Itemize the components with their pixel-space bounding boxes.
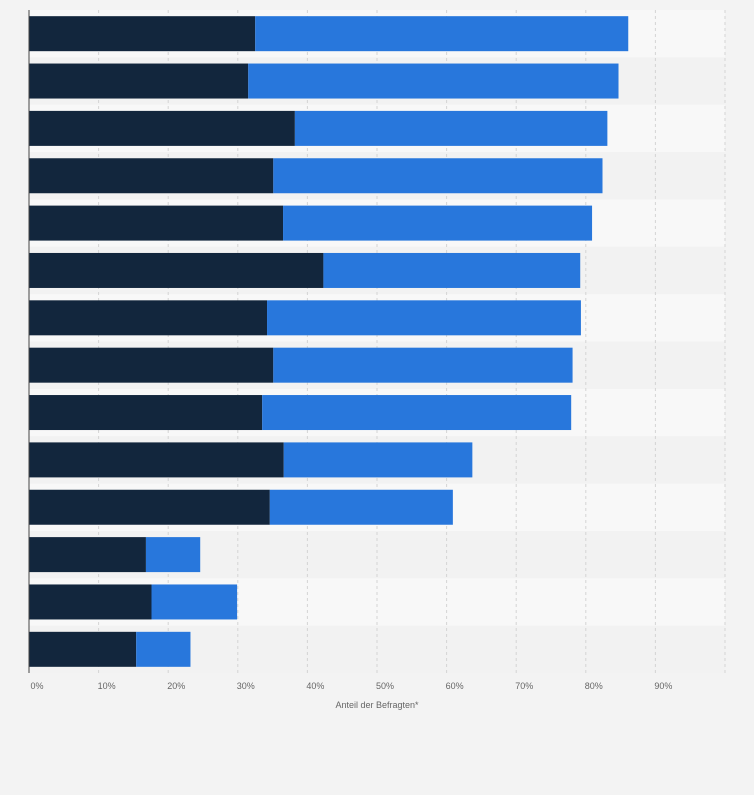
bar-segment-series-2: [267, 300, 581, 336]
bar-segment-series-2: [136, 631, 191, 667]
bar-segment-series-2: [262, 395, 572, 431]
x-tick-label: 30%: [237, 681, 255, 691]
x-tick-label: 50%: [376, 681, 394, 691]
bar-segment-series-2: [294, 110, 608, 146]
bar-segment-series-1: [29, 300, 268, 336]
bar-segment-series-1: [29, 631, 137, 667]
bar-segment-series-1: [29, 63, 249, 99]
bar-segment-series-1: [29, 395, 263, 431]
x-tick-label: 40%: [306, 681, 324, 691]
x-tick-label: 80%: [585, 681, 603, 691]
bar-segment-series-1: [29, 16, 256, 52]
bar-segment-series-1: [29, 158, 274, 194]
x-tick-label: 70%: [515, 681, 533, 691]
bar-segment-series-2: [273, 158, 603, 194]
x-tick-label: 60%: [446, 681, 464, 691]
bar-segment-series-1: [29, 110, 295, 146]
bar-segment-series-1: [29, 205, 284, 241]
bar-segment-series-2: [269, 489, 453, 525]
bar-segment-series-1: [29, 442, 284, 478]
bar-segment-series-1: [29, 252, 324, 288]
bar-segment-series-2: [323, 252, 581, 288]
x-axis-label: Anteil der Befragten*: [335, 700, 419, 710]
bar-segment-series-2: [145, 537, 201, 573]
bar-segment-series-2: [273, 347, 573, 383]
x-tick-label: 10%: [98, 681, 116, 691]
bar-segment-series-1: [29, 489, 270, 525]
bar-segment-series-1: [29, 347, 274, 383]
bar-segment-series-2: [283, 205, 593, 241]
x-tick-label: 20%: [167, 681, 185, 691]
x-tick-labels: 0% 10% 20% 30% 40% 50% 60% 70% 80% 90%: [30, 681, 672, 691]
bars: [28, 10, 629, 673]
x-tick-label: 90%: [654, 681, 672, 691]
bar-segment-series-2: [255, 16, 629, 52]
bar-segment-series-2: [248, 63, 619, 99]
bar-segment-series-1: [29, 537, 146, 573]
bar-segment-series-2: [151, 584, 238, 620]
bar-segment-series-2: [283, 442, 473, 478]
bar-segment-series-1: [29, 584, 152, 620]
x-tick-label: 0%: [30, 681, 43, 691]
